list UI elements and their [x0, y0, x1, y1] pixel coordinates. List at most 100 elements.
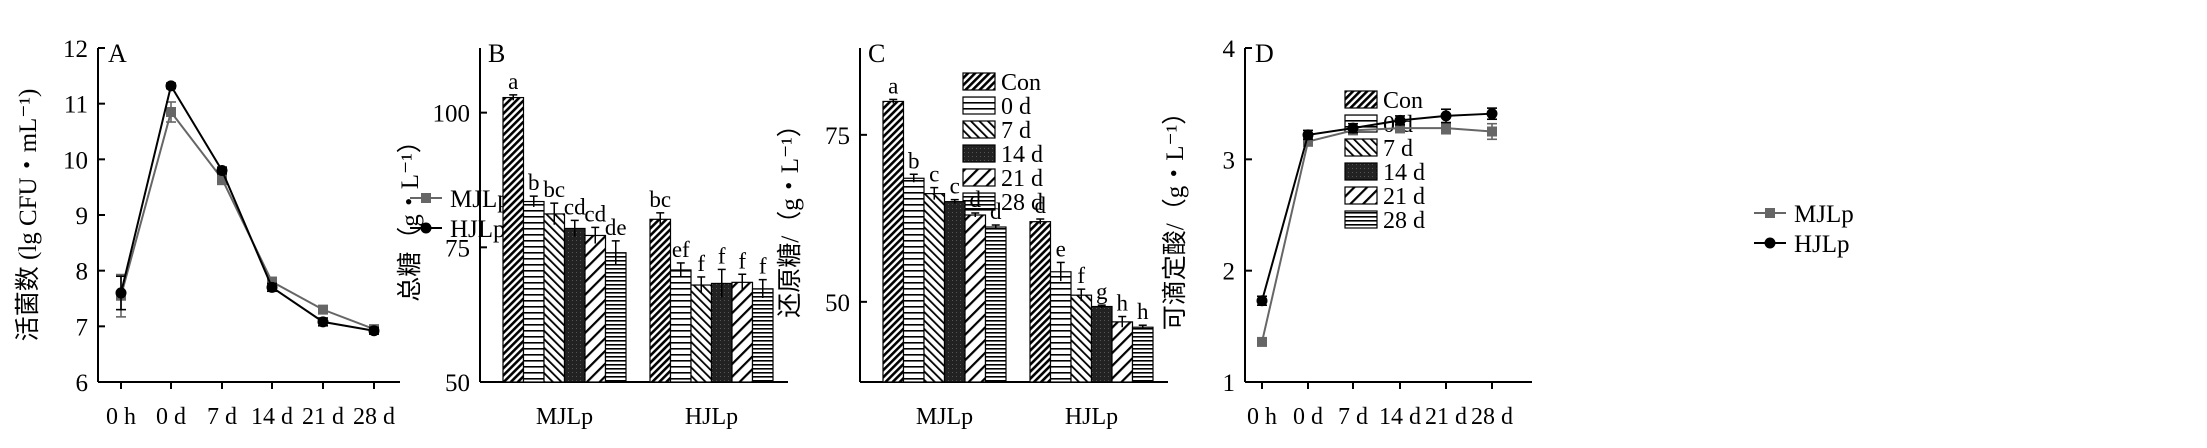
legend-swatch [962, 168, 996, 187]
bar [543, 213, 566, 383]
series-line-mjlp [120, 109, 375, 331]
legend-swatch [962, 96, 996, 115]
panel-label: A [108, 39, 127, 68]
significance-label: bc [543, 177, 565, 202]
legend-marker-square [421, 193, 431, 203]
significance-label: f [1077, 263, 1085, 288]
y-tick-label: 50 [825, 290, 850, 317]
bar [522, 200, 545, 383]
series-line-mjlp [1261, 127, 1493, 343]
significance-label: bc [649, 187, 671, 212]
legend-swatch [962, 144, 996, 163]
y-tick-label: 11 [64, 92, 88, 119]
significance-label: f [738, 248, 746, 273]
series-line-hjlp [120, 83, 375, 332]
x-tick-label: 28 d [1471, 404, 1513, 430]
y-tick-label: 4 [1223, 36, 1236, 63]
data-point-square [1441, 123, 1451, 134]
y-tick-label: 75 [825, 123, 850, 150]
significance-label: b [528, 170, 540, 195]
legend-label: 21 d [1001, 166, 1043, 192]
legend-label: Con [1001, 70, 1041, 96]
legend-label: 0 d [1001, 94, 1031, 120]
significance-label: ef [672, 237, 690, 262]
data-point-square [318, 304, 328, 315]
data-point-circle [216, 164, 228, 176]
data-point-square [1487, 126, 1497, 137]
significance-label: f [759, 254, 767, 279]
y-tick-label: 100 [433, 101, 471, 128]
bar [751, 288, 774, 383]
bar [502, 96, 525, 383]
y-tick-label: 75 [445, 235, 470, 262]
bar [1090, 305, 1113, 383]
x-tick-label: 0 h [1247, 404, 1277, 430]
x-tick-label: 28 d [353, 404, 395, 430]
x-category-label: MJLp [916, 404, 973, 430]
bar [1049, 271, 1072, 383]
bar [1111, 321, 1134, 383]
bar [964, 214, 987, 383]
y-tick-label: 50 [445, 370, 470, 397]
bar [1029, 221, 1052, 383]
data-point-circle [1486, 108, 1498, 120]
legend-label: 28 d [1383, 208, 1425, 234]
bar [690, 284, 713, 383]
legend-swatch [1344, 138, 1378, 157]
bar [1070, 294, 1093, 383]
legend-marker-circle [1764, 237, 1776, 249]
significance-label: de [605, 215, 627, 240]
bar [563, 227, 586, 383]
legend-swatch [962, 72, 996, 91]
data-point-square [1395, 123, 1405, 134]
y-tick-label: 8 [76, 259, 89, 286]
y-tick-label: 12 [63, 36, 88, 63]
legend-swatch [962, 120, 996, 139]
x-tick-label: 14 d [1379, 404, 1421, 430]
data-point-square [1303, 136, 1313, 147]
significance-label: h [1117, 291, 1129, 316]
legend-label: HJLp [1794, 231, 1850, 258]
y-axis-label: 可滴定酸/（g・L⁻¹） [1161, 100, 1189, 330]
data-point-circle [1347, 122, 1359, 134]
bar [943, 201, 966, 383]
x-category-label: HJLp [1065, 404, 1118, 430]
panel-a: 6 7 8 9 10 11 12 A 活菌数 (lg CFU・mL⁻¹) 0 h 0 d 7 d 14 … [14, 36, 510, 430]
y-tick-label: 3 [1223, 147, 1236, 174]
y-tick-label: 2 [1223, 259, 1236, 286]
data-point-square [1257, 336, 1267, 347]
bar [584, 234, 607, 383]
data-point-square [217, 173, 227, 184]
legend-label: MJLp [1794, 201, 1854, 228]
significance-label: h [1137, 299, 1149, 324]
bar [649, 218, 672, 383]
significance-label: c [929, 162, 939, 187]
significance-label: f [697, 251, 705, 276]
legend-label: Con [1383, 88, 1423, 114]
panel-label: C [868, 39, 885, 68]
y-tick-label: 7 [76, 314, 89, 341]
significance-label: d [1035, 193, 1047, 218]
bar [669, 269, 692, 383]
data-point-circle [1302, 129, 1314, 141]
legend-marker-square [1765, 208, 1775, 218]
legend-label: 14 d [1383, 160, 1425, 186]
legend-label: 7 d [1001, 118, 1031, 144]
significance-label: g [1096, 279, 1108, 304]
data-point-circle [317, 316, 329, 328]
data-point-circle [266, 281, 278, 293]
significance-label: a [888, 73, 898, 98]
significance-label: f [718, 243, 726, 268]
bar [984, 226, 1007, 383]
data-point-circle [1440, 110, 1452, 122]
legend-label: 14 d [1001, 142, 1043, 168]
y-axis-label: 活菌数 (lg CFU・mL⁻¹) [14, 89, 42, 342]
y-axis-label: 总糖（g・L⁻¹） [396, 128, 424, 301]
x-tick-label: 14 d [251, 404, 293, 430]
legend-label: 28 d [1001, 190, 1043, 216]
y-tick-label: 9 [76, 203, 89, 230]
bar [1131, 326, 1154, 383]
